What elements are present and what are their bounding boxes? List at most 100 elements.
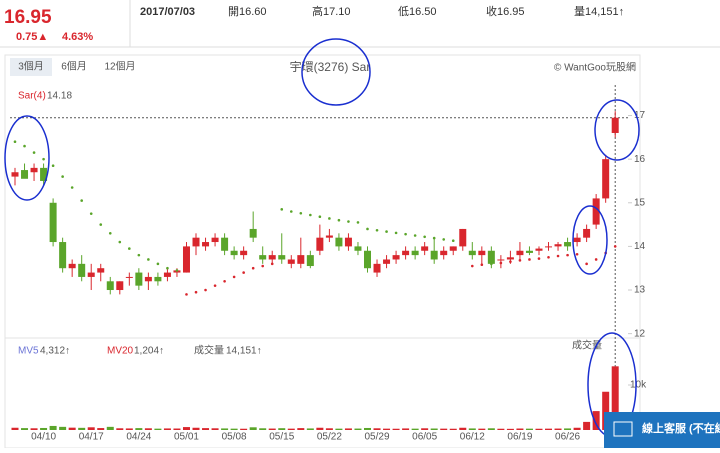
candle-body	[192, 237, 200, 247]
candle-body	[106, 281, 114, 291]
volume-bar	[354, 428, 362, 430]
volume-bar	[468, 428, 476, 430]
volume-bar	[487, 428, 495, 430]
sar-dot	[194, 290, 198, 294]
volume-bar	[259, 428, 267, 430]
sar-dot	[556, 254, 560, 258]
volume-bar	[440, 428, 448, 430]
sar-dot	[461, 240, 465, 244]
x-tick-label: 04/10	[31, 432, 56, 443]
tab-label[interactable]: 3個月	[18, 60, 44, 73]
volume-bar	[163, 428, 171, 430]
sar-dot	[175, 269, 179, 272]
candle-body	[240, 250, 248, 256]
header-bg	[0, 0, 720, 47]
sar-dot	[156, 262, 160, 266]
annotation-circle	[301, 38, 371, 106]
sar-dot	[537, 257, 541, 260]
volume-bar	[573, 427, 581, 430]
sar-dot	[413, 234, 417, 237]
candle-body	[430, 250, 438, 260]
sar-dot	[470, 264, 474, 268]
volume-axis-label: 成交量	[572, 339, 602, 352]
volume-bar	[97, 428, 105, 430]
sar-dot	[442, 238, 446, 241]
candle-body	[221, 237, 229, 251]
volume-bar	[316, 427, 324, 430]
sar-dot	[51, 164, 55, 167]
volume-bar	[40, 427, 48, 430]
volume-bar	[125, 428, 133, 430]
candle-body	[363, 250, 371, 269]
sar-dot	[309, 213, 312, 217]
candle-body	[487, 250, 495, 264]
sar-dot	[528, 258, 531, 261]
volume-bar	[68, 427, 76, 430]
y-tick-label: 15	[634, 197, 646, 208]
candle-body	[440, 250, 448, 256]
x-tick-label: 05/29	[365, 432, 390, 443]
sar-dot	[118, 240, 122, 244]
y-tick-label: 12	[634, 328, 646, 339]
candle-body	[278, 255, 286, 260]
sar-dot	[232, 275, 236, 279]
volume-bar	[459, 427, 467, 430]
indicator-label: Sar(4)	[18, 91, 46, 102]
tab-label[interactable]: 12個月	[104, 60, 135, 73]
candle-body	[116, 281, 124, 291]
tab[interactable]	[10, 58, 52, 76]
volume-bar	[202, 428, 210, 430]
candle-body	[421, 246, 429, 251]
sar-dot	[518, 259, 522, 262]
candle-body	[335, 237, 343, 247]
candle-body	[535, 248, 543, 251]
volume-bar	[335, 428, 343, 430]
volume-bar	[602, 391, 610, 430]
high: 高17.10	[312, 4, 351, 18]
sar-dot	[185, 293, 188, 296]
x-tick-label: 06/05	[412, 432, 437, 443]
candle-body	[325, 235, 333, 238]
support-label[interactable]: 線上客服 (不在線	[642, 421, 720, 435]
volume-bar	[411, 428, 419, 430]
candle-body	[268, 255, 276, 260]
date: 2017/07/03	[140, 6, 195, 18]
volume-bar	[87, 427, 95, 430]
volume-bar	[144, 428, 152, 430]
mv20-value: 1,204↑	[134, 346, 164, 357]
volume-bar	[297, 428, 305, 430]
volume-bar	[516, 428, 524, 430]
sar-dot	[242, 271, 245, 274]
volume-bar	[287, 428, 295, 430]
candle-body	[306, 255, 314, 267]
mv5-label: MV5	[18, 346, 39, 357]
candle-body	[30, 167, 38, 173]
y-tick-label: 16	[634, 154, 646, 165]
candle-body	[297, 255, 305, 264]
volume-bar	[383, 428, 391, 430]
candle-body	[154, 276, 162, 282]
sar-dot	[280, 208, 284, 211]
sar-dot	[70, 186, 74, 189]
tab-label[interactable]: 6個月	[61, 60, 87, 73]
sar-dot	[23, 144, 26, 148]
candle-body	[49, 202, 57, 243]
volume-bar	[592, 411, 600, 430]
y-tick-label: 14	[634, 241, 646, 252]
y-tick-label: 13	[634, 285, 646, 296]
volume-bar	[392, 428, 400, 430]
indicator-value: 14.18	[47, 91, 72, 102]
volume-bar	[611, 366, 619, 430]
candle-body	[506, 257, 514, 260]
support-button[interactable]	[604, 412, 720, 448]
volume-bar	[449, 428, 457, 430]
support-icon[interactable]	[613, 421, 633, 437]
percent: 4.63%	[62, 31, 93, 43]
change: 0.75▲	[16, 31, 48, 43]
low: 低16.50	[398, 5, 437, 18]
sar-dot	[223, 279, 226, 283]
candle-body	[163, 272, 171, 277]
x-tick-label: 04/17	[79, 432, 104, 443]
sar-dot	[328, 217, 331, 220]
